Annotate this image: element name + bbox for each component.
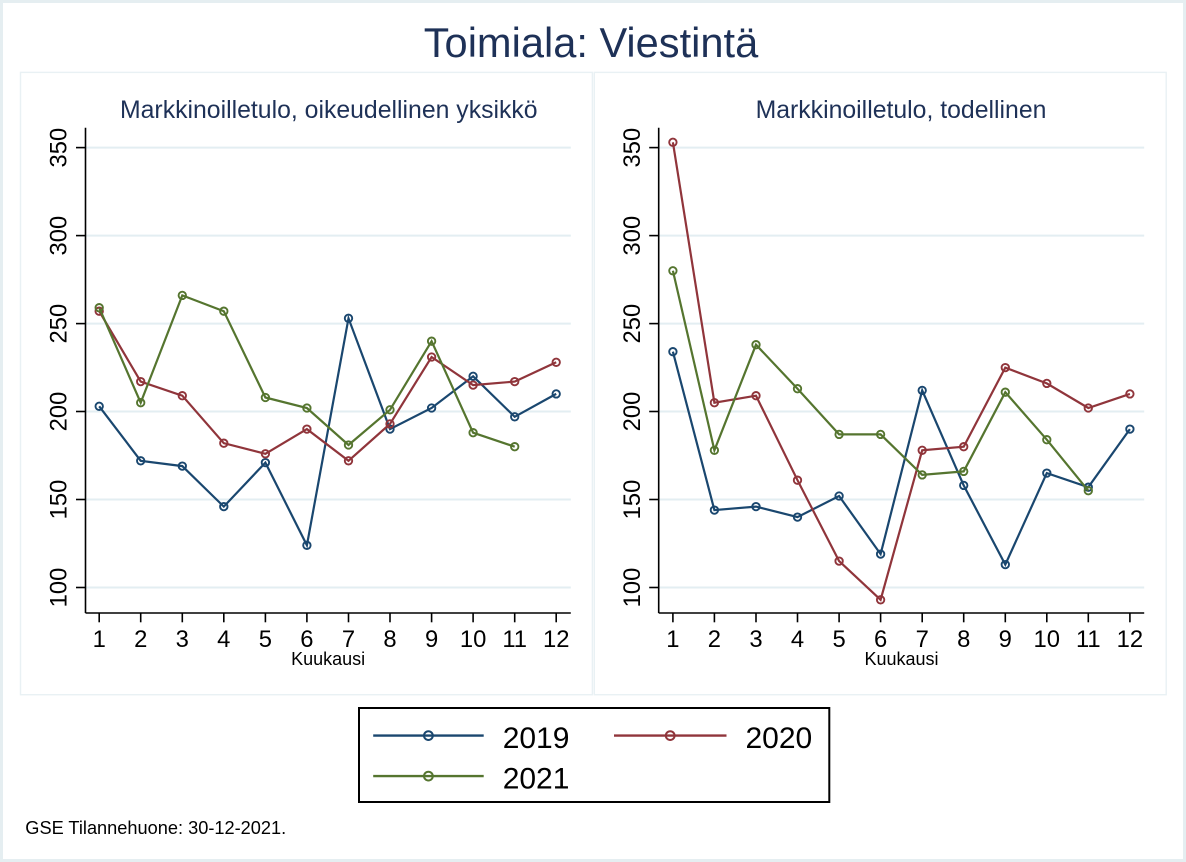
svg-text:9: 9 [999,626,1012,653]
svg-text:1: 1 [666,626,679,653]
svg-text:250: 250 [46,304,73,344]
svg-text:2019: 2019 [503,722,570,755]
svg-text:2021: 2021 [503,762,570,795]
svg-text:6: 6 [300,626,313,653]
svg-text:200: 200 [46,392,73,432]
svg-text:9: 9 [425,626,438,653]
svg-text:2: 2 [708,626,721,653]
svg-text:8: 8 [383,626,396,653]
svg-text:8: 8 [957,626,970,653]
svg-text:350: 350 [46,128,73,168]
svg-text:6: 6 [874,626,887,653]
svg-text:7: 7 [342,626,355,653]
svg-text:150: 150 [619,480,646,520]
svg-text:4: 4 [791,626,804,653]
svg-text:2020: 2020 [746,722,813,755]
svg-text:Kuukausi: Kuukausi [864,649,938,669]
svg-text:200: 200 [619,392,646,432]
svg-text:3: 3 [749,626,762,653]
svg-text:2: 2 [134,626,147,653]
svg-text:11: 11 [502,626,527,653]
svg-text:12: 12 [1117,626,1143,653]
svg-text:Markkinoilletulo, oikeudelline: Markkinoilletulo, oikeudellinen yksikkö [120,97,538,124]
svg-text:10: 10 [460,626,486,653]
svg-text:GSE Tilannehuone: 30-12-2021.: GSE Tilannehuone: 30-12-2021. [25,818,286,838]
svg-text:250: 250 [619,304,646,344]
svg-text:10: 10 [1034,626,1060,653]
svg-text:Markkinoilletulo, todellinen: Markkinoilletulo, todellinen [756,97,1047,124]
svg-text:1: 1 [93,626,106,653]
svg-text:3: 3 [176,626,189,653]
svg-text:350: 350 [619,128,646,168]
svg-text:100: 100 [619,568,646,608]
svg-text:5: 5 [259,626,272,653]
svg-text:300: 300 [46,216,73,256]
svg-text:100: 100 [46,568,73,608]
svg-text:5: 5 [832,626,845,653]
svg-text:4: 4 [217,626,230,653]
svg-text:300: 300 [619,216,646,256]
svg-text:Kuukausi: Kuukausi [291,649,365,669]
svg-text:11: 11 [1076,626,1101,653]
svg-text:Toimiala: Viestintä: Toimiala: Viestintä [424,19,759,66]
svg-text:7: 7 [916,626,929,653]
svg-text:12: 12 [543,626,569,653]
svg-text:150: 150 [46,480,73,520]
